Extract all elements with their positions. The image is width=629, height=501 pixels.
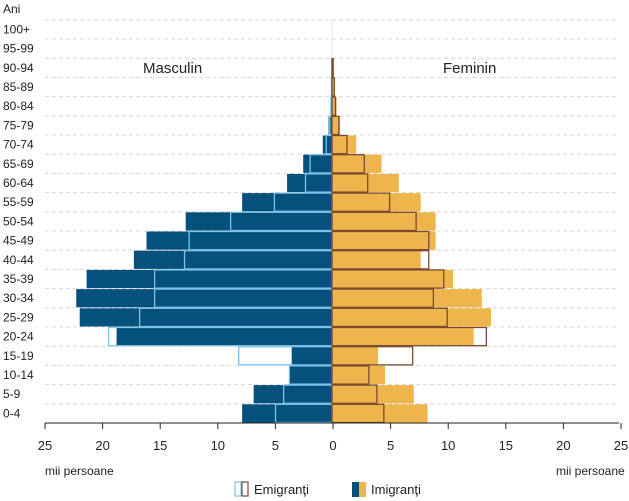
bar-female-emigranti (331, 115, 340, 136)
y-tick-label: 20-24 (3, 330, 34, 344)
legend-emigranti: Emigranţi (254, 482, 309, 497)
x-tick-label: 20 (556, 438, 570, 453)
y-tick-label: 60-64 (3, 176, 34, 190)
y-tick-label: 40-44 (3, 253, 34, 267)
bar-female-emigranti (331, 288, 435, 308)
y-tick-label: 10-14 (3, 368, 34, 382)
bar-female-imigranti (332, 289, 482, 308)
y-tick-label: 30-34 (3, 291, 34, 305)
y-tick-label: 70-74 (3, 138, 34, 152)
bar-male-imigranti (242, 193, 332, 212)
bar-female-emigranti (331, 307, 448, 328)
bar-female-imigranti (332, 250, 421, 269)
y-tick-label: 15-19 (3, 349, 34, 363)
bar-male-imigranti (133, 250, 332, 269)
x-tick-label: 5 (272, 438, 279, 453)
x-tick-label: 15 (153, 438, 167, 453)
y-tick-label: 5-9 (3, 387, 21, 401)
bar-female-emigranti (331, 211, 417, 232)
y-tick-label: 80-84 (3, 99, 34, 113)
bar-male-imigranti (289, 365, 332, 385)
x-tick-label: 15 (499, 438, 513, 453)
y-tick-label: 0-4 (3, 406, 21, 420)
x-tick-label: 5 (387, 438, 394, 453)
legend-imigranti: Imigranţi (371, 482, 421, 497)
bar-male-imigranti (86, 269, 333, 289)
bar-male-imigranti (303, 154, 332, 173)
bar-male-imigranti (287, 173, 332, 193)
bar-female-imigranti (332, 308, 491, 327)
bar-female-imigranti (332, 385, 414, 404)
y-axis-label: Ani (3, 2, 20, 16)
bar-female-imigranti (332, 116, 341, 135)
bar-female-imigranti (332, 327, 474, 346)
legend-emigranti-swatch (234, 481, 249, 497)
bar-female-imigranti (332, 97, 337, 116)
bar-male-imigranti (146, 231, 332, 250)
x-tick-label: 20 (95, 438, 109, 453)
x-tick-label: 10 (441, 438, 455, 453)
y-tick-label: 45-49 (3, 234, 34, 248)
x-tick-label: 25 (614, 438, 628, 453)
x-tick-label: 10 (211, 438, 225, 453)
bar-female-emigranti (331, 250, 430, 270)
x-tick-label: 0 (329, 438, 336, 453)
bar-female-emigranti (331, 326, 488, 347)
bar-female-imigranti (332, 212, 436, 231)
y-tick-label: 50-54 (3, 214, 34, 228)
y-tick-label: 55-59 (3, 195, 34, 209)
y-tick-label: 35-39 (3, 272, 34, 286)
bar-female-imigranti (332, 404, 428, 423)
bar-female-imigranti (332, 135, 357, 154)
bar-male-imigranti (291, 346, 332, 365)
bar-female-emigranti (331, 58, 334, 78)
bar-female-emigranti (331, 230, 430, 251)
y-tick-label: 65-69 (3, 157, 34, 171)
bar-female-emigranti (331, 77, 335, 97)
bar-male-imigranti (253, 385, 332, 404)
y-tick-label: 95-99 (3, 42, 34, 56)
x-axis-label-left: mii persoane (45, 464, 114, 478)
bar-female-emigranti (331, 365, 370, 385)
bar-male-imigranti (79, 308, 332, 327)
male-label: Masculin (143, 60, 202, 77)
bar-female-emigranti (331, 384, 378, 404)
bar-female-imigranti (332, 346, 379, 365)
bar-male-imigranti (322, 135, 332, 154)
bar-male-imigranti (242, 404, 332, 423)
bar-female-imigranti (332, 173, 399, 193)
bar-female-emigranti (331, 346, 414, 366)
x-axis-label-right: mii persoane (556, 464, 625, 478)
y-tick-label: 100+ (3, 22, 30, 36)
bar-female-imigranti (332, 231, 436, 250)
bar-female-imigranti (332, 269, 453, 289)
bar-female-emigranti (331, 173, 369, 193)
bar-female-imigranti (332, 365, 385, 385)
y-tick-label: 75-79 (3, 118, 34, 132)
y-tick-label: 90-94 (3, 61, 34, 75)
legend: Emigranţi Imigranţi (234, 481, 421, 497)
bar-female-emigranti (331, 269, 445, 289)
bar-male-imigranti (116, 327, 333, 346)
bar-male-imigranti (185, 212, 332, 231)
bar-female-emigranti (331, 192, 391, 212)
bar-male-imigranti (76, 289, 332, 308)
y-tick-label: 85-89 (3, 80, 34, 94)
bar-female-imigranti (332, 154, 382, 173)
bar-female-emigranti (331, 96, 337, 116)
y-tick-label: 25-29 (3, 310, 34, 324)
legend-imigranti-swatch (352, 482, 366, 497)
x-tick-label: 25 (38, 438, 52, 453)
female-label: Feminin (443, 60, 496, 77)
bar-female-imigranti (332, 193, 421, 212)
bar-female-emigranti (331, 134, 348, 155)
bar-female-imigranti (332, 77, 335, 97)
bar-female-emigranti (331, 154, 365, 174)
